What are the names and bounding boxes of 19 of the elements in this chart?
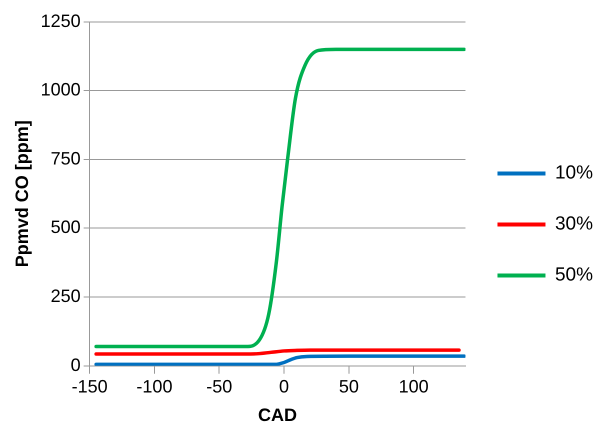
legend-label: 30% — [554, 214, 594, 235]
x-tick-label: 100 — [398, 376, 429, 397]
legend-label: 10% — [554, 162, 594, 184]
x-axis-title: CAD — [258, 405, 298, 426]
x-tick-label: -50 — [206, 376, 232, 397]
x-tick-label: 0 — [279, 376, 290, 397]
line-series — [94, 354, 466, 366]
y-axis-title: Ppmvd CO [ppm] — [12, 120, 32, 268]
y-tick-label: 1000 — [40, 80, 81, 100]
x-tick-label: -150 — [72, 376, 108, 397]
y-tick-label: 750 — [50, 148, 81, 168]
legend-label: 50% — [554, 264, 594, 286]
y-tick-label: 250 — [50, 286, 81, 306]
line-series — [94, 48, 466, 348]
y-tick-label: 1250 — [40, 10, 81, 31]
y-tick-label: 0 — [70, 354, 81, 375]
x-tick-label: -100 — [136, 376, 172, 397]
x-tick-label: 50 — [338, 376, 359, 397]
y-tick-label: 500 — [50, 217, 81, 238]
